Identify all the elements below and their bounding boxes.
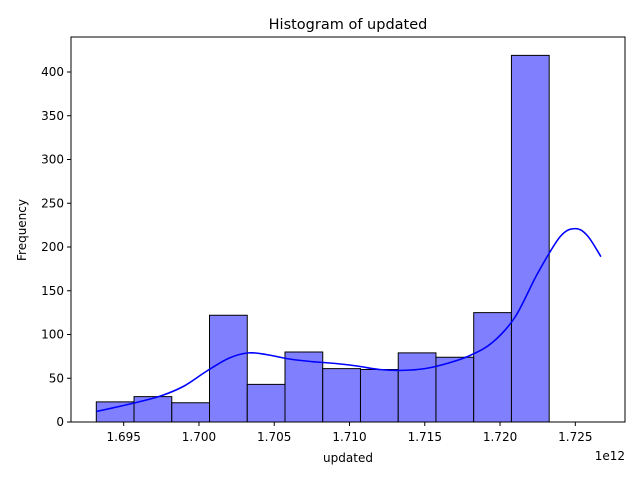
y-tick-label: 0 — [56, 415, 64, 429]
histogram-bar — [322, 368, 361, 423]
y-tick-label: 250 — [41, 196, 64, 210]
y-tick-label: 150 — [41, 284, 64, 298]
histogram-bar — [510, 54, 550, 423]
histogram-bar — [171, 402, 211, 423]
kde-line — [96, 227, 602, 413]
x-axis: 1.695 1.700 1.705 1.710 1.715 1.720 1.725 — [107, 422, 593, 444]
y-axis: 0 50 100 150 200 250 300 350 400 — [41, 65, 71, 429]
histogram-bar — [246, 383, 286, 423]
chart-title: Histogram of updated — [269, 17, 428, 33]
histogram-bar — [359, 369, 399, 423]
histogram-bar — [397, 352, 437, 423]
x-axis-offset-label: 1e12 — [595, 449, 625, 463]
x-tick-label: 1.695 — [107, 430, 141, 444]
y-tick-label: 400 — [41, 65, 64, 79]
x-tick-label: 1.715 — [408, 430, 442, 444]
kde-layer — [96, 227, 602, 413]
histogram-bar — [435, 356, 475, 423]
y-tick-label: 350 — [41, 109, 64, 123]
y-tick-label: 50 — [49, 371, 64, 385]
y-tick-label: 200 — [41, 240, 64, 254]
y-tick-label: 100 — [41, 328, 64, 342]
x-axis-label: updated — [323, 451, 373, 465]
x-tick-label: 1.700 — [182, 430, 216, 444]
y-tick-label: 300 — [41, 153, 64, 167]
x-tick-label: 1.705 — [257, 430, 291, 444]
histogram-bar — [209, 314, 248, 423]
plot-frame — [70, 36, 626, 423]
bars-layer — [95, 54, 550, 423]
y-axis-label: Frequency — [15, 199, 29, 261]
x-tick-label: 1.720 — [483, 430, 517, 444]
x-tick-label: 1.725 — [558, 430, 592, 444]
x-tick-label: 1.710 — [332, 430, 366, 444]
histogram-bar — [133, 396, 173, 423]
